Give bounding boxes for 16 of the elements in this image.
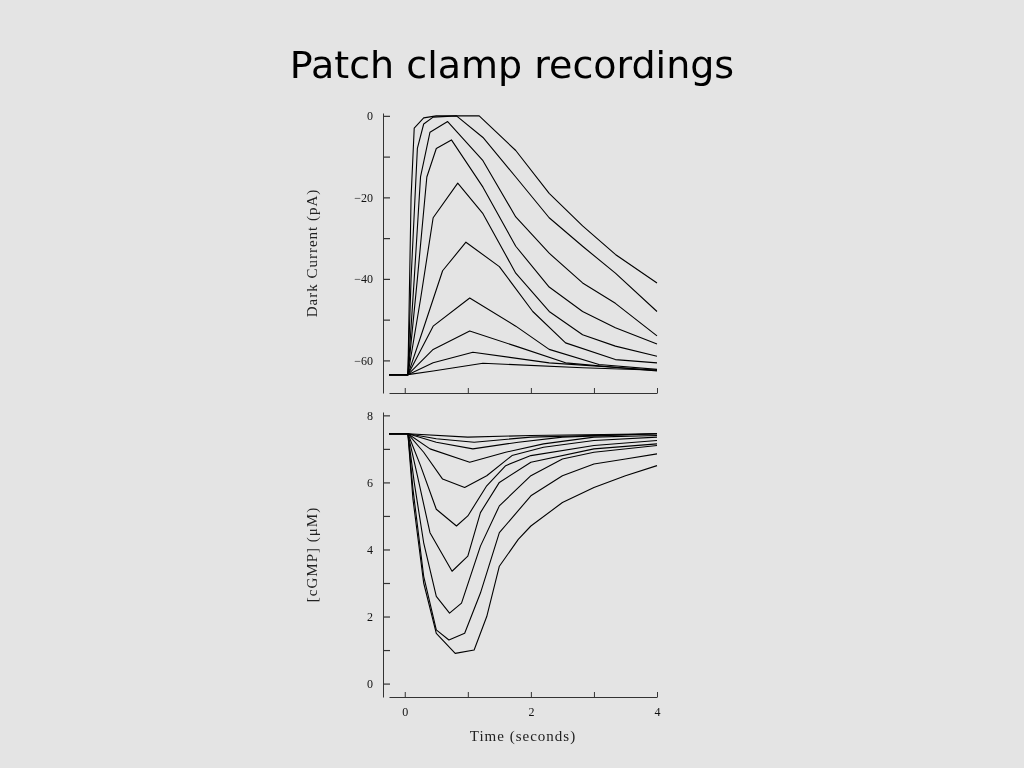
x-tick-label: 2 (528, 704, 535, 719)
y-tick-label: 0 (367, 109, 373, 124)
y-tick-label: −20 (354, 190, 373, 205)
chart-title: Patch clamp recordings (289, 43, 735, 87)
y-tick-label: −60 (354, 353, 373, 368)
y-tick-label: 6 (367, 475, 373, 490)
y-tick-label: 8 (367, 408, 373, 423)
y-tick-label: 4 (367, 542, 373, 557)
y-axis-title: [cGMP] (μM) (304, 506, 321, 603)
y-tick-label: 2 (367, 609, 373, 624)
x-tick-label: 4 (654, 704, 661, 719)
y-axis-title: Dark Current (pA) (304, 188, 321, 318)
x-axis-title: Time (seconds) (469, 728, 577, 745)
x-tick-label: 0 (402, 704, 409, 719)
y-tick-label: −40 (354, 272, 373, 287)
y-tick-label: 0 (367, 676, 373, 691)
